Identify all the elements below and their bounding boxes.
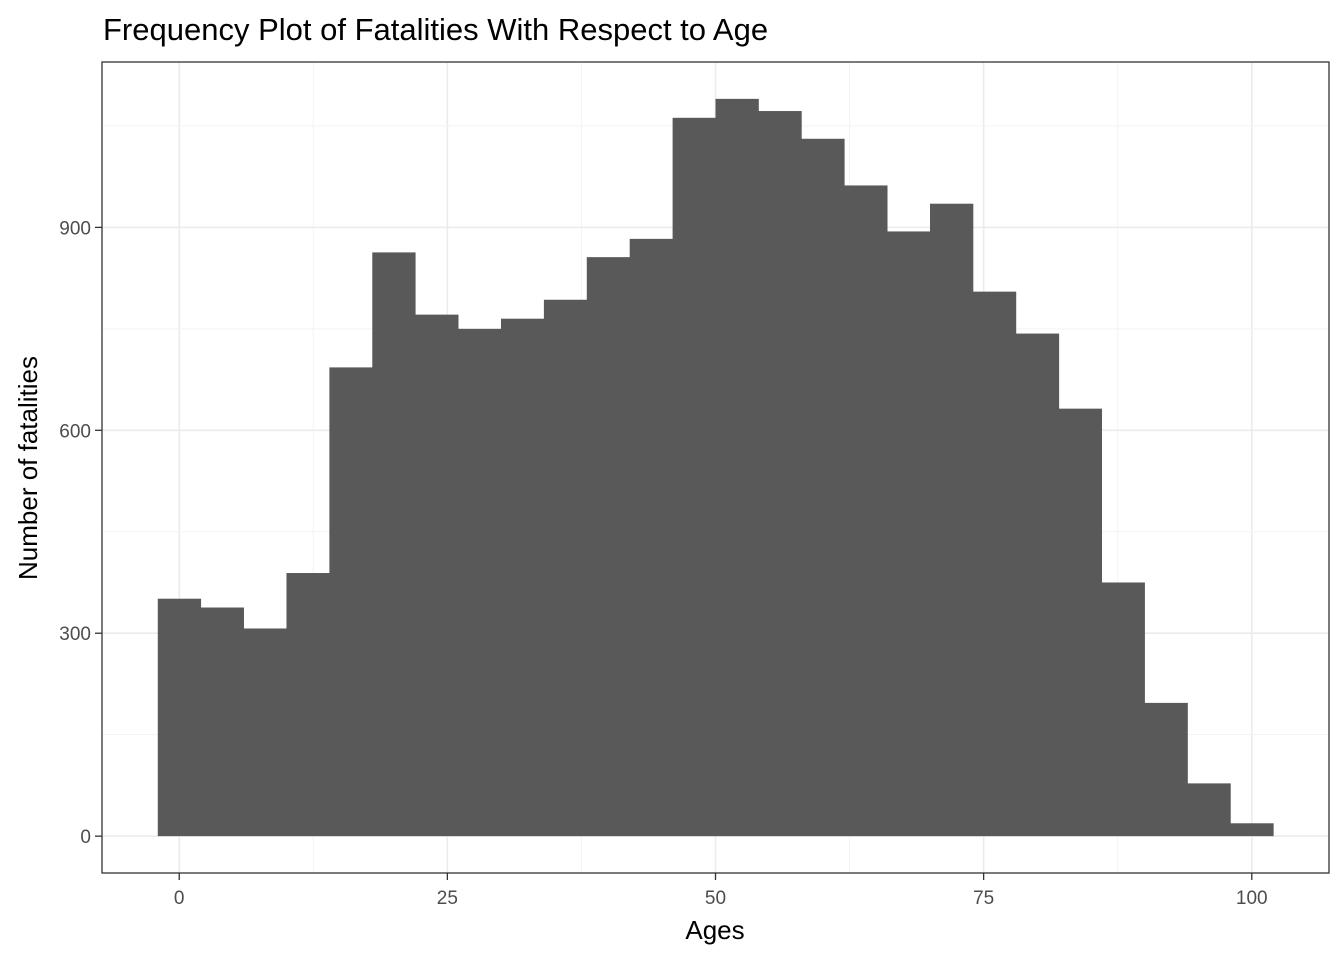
y-tick-label: 300 — [59, 624, 91, 645]
histogram-bar — [887, 231, 931, 837]
histogram-bar — [286, 573, 330, 837]
histogram-bar — [1101, 582, 1145, 837]
histogram-bar — [715, 98, 759, 837]
histogram-bar — [758, 111, 802, 837]
x-tick-label: 0 — [174, 888, 185, 909]
histogram-bar — [372, 252, 416, 837]
histogram-bar — [801, 138, 845, 837]
histogram-bar — [1230, 823, 1274, 837]
y-axis-title: Number of fatalities — [13, 356, 43, 580]
histogram-bar — [415, 314, 459, 837]
x-tick-label: 75 — [973, 888, 994, 909]
histogram-bar — [200, 607, 244, 837]
histogram-bar — [329, 367, 373, 837]
histogram-bar — [1015, 333, 1060, 837]
histogram-bar — [243, 628, 287, 837]
y-axis: 0 300 600 900 — [59, 218, 102, 848]
x-tick-label: 50 — [705, 888, 726, 909]
histogram-bar — [672, 117, 716, 837]
histogram-bar — [157, 598, 202, 837]
histogram-bar — [1187, 783, 1231, 837]
x-tick-label: 25 — [437, 888, 458, 909]
histogram-bar — [500, 318, 545, 837]
histogram-bar — [629, 238, 673, 837]
histogram-bar — [1058, 408, 1103, 837]
histogram-bar — [930, 203, 974, 837]
y-tick-label: 600 — [59, 421, 91, 442]
y-tick-label: 0 — [80, 827, 91, 848]
histogram-bar — [1144, 702, 1188, 837]
histogram-bars — [157, 98, 1274, 837]
histogram-bar — [543, 299, 588, 837]
x-axis-title: Ages — [685, 915, 744, 945]
histogram-bar — [586, 257, 631, 837]
x-axis: 0 25 50 75 100 — [174, 873, 1268, 909]
histogram-bar — [972, 291, 1017, 837]
histogram-bar — [844, 185, 888, 837]
chart-title: Frequency Plot of Fatalities With Respec… — [103, 12, 768, 47]
histogram-bar — [458, 328, 502, 837]
y-tick-label: 900 — [59, 218, 91, 239]
x-tick-label: 100 — [1236, 888, 1268, 909]
